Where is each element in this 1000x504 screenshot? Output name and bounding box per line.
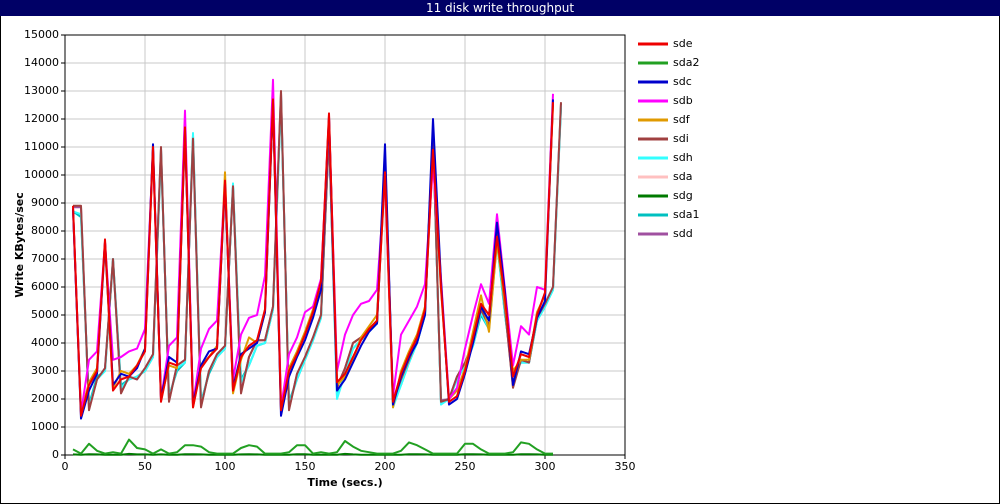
x-tick-label: 250 [455,460,476,473]
x-axis-label: Time (secs.) [307,476,382,489]
legend-label: sda [673,170,692,183]
legend-label: sdg [673,189,693,202]
x-tick-label: 150 [295,460,316,473]
x-tick-label: 200 [375,460,396,473]
y-tick-label: 15000 [24,28,59,41]
chart-title: 11 disk write throughput [426,1,574,15]
series-line [72,98,554,417]
series-line [72,452,553,456]
y-axis-label: Write KBytes/sec [13,192,26,298]
y-tick-label: 2000 [31,392,59,405]
legend-label: sdb [673,94,693,107]
plot-border [64,34,626,456]
y-tick-label: 7000 [31,252,59,265]
legend-label: sda1 [673,208,699,221]
y-tick-label: 10000 [24,168,59,181]
y-tick-label: 3000 [31,364,59,377]
series-line [72,438,553,455]
series-line [72,99,554,420]
y-tick-label: 4000 [31,336,59,349]
y-tick-label: 11000 [24,140,59,153]
y-tick-label: 5000 [31,308,59,321]
x-tick-label: 0 [62,460,69,473]
legend-label: sdh [673,151,693,164]
legend-label: sde [673,37,693,50]
y-tick-label: 13000 [24,84,59,97]
legend-label: sdi [673,132,689,145]
y-tick-label: 0 [52,448,59,461]
x-tick-label: 300 [535,460,556,473]
y-tick-label: 8000 [31,224,59,237]
x-tick-label: 50 [138,460,152,473]
y-tick-label: 1000 [31,420,59,433]
y-tick-label: 12000 [24,112,59,125]
y-tick-label: 6000 [31,280,59,293]
legend-label: sdd [673,227,693,240]
x-tick-label: 350 [615,460,636,473]
legend-label: sdf [673,113,691,126]
legend-label: sdc [673,75,692,88]
legend-label: sda2 [673,56,699,69]
y-tick-label: 9000 [31,196,59,209]
y-tick-label: 14000 [24,56,59,69]
x-tick-label: 100 [215,460,236,473]
title-bar [0,0,1000,16]
